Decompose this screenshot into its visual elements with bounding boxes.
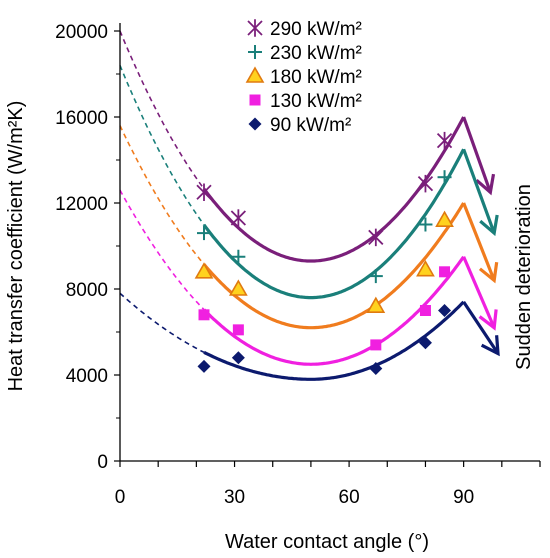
fit-curves (119, 30, 466, 381)
data-point-180-kw-m (366, 296, 386, 314)
data-point-130-kw-m (198, 309, 210, 321)
data-point-180-kw-m (435, 210, 454, 227)
data-point-230-kw-m (197, 226, 211, 241)
y-tick-label: 20000 (55, 22, 108, 43)
data-point-290-kw-m (368, 228, 384, 247)
data-point-230-kw-m (437, 170, 452, 185)
y-tick-label: 4000 (66, 366, 108, 387)
x-axis-title: Water contact angle (°) (225, 531, 429, 553)
y-axis-title: Heat transfer coefficient (W/m²K) (5, 101, 27, 392)
data-point-290-kw-m (196, 183, 212, 201)
x-tick-label: 0 (115, 487, 126, 508)
arrow-line-290-kw-m (462, 116, 492, 193)
data-point-180-kw-m (416, 260, 435, 277)
data-point-230-kw-m (368, 269, 383, 284)
y-tick-label: 8000 (66, 280, 108, 301)
data-point-90-kw-m (418, 336, 432, 350)
legend-label-130-kw-m: 130 kW/m² (270, 91, 362, 112)
arrow-line-130-kw-m (462, 256, 496, 329)
arrow-head-230-kw-m (479, 214, 499, 237)
legend-marker-90-kw-m (248, 117, 262, 131)
data-point-90-kw-m (197, 359, 211, 373)
data-point-90-kw-m (369, 362, 383, 376)
x-tick-label: 30 (224, 487, 245, 508)
x-tick-label: 90 (453, 487, 474, 508)
data-point-230-kw-m (418, 217, 433, 232)
arrow-line-230-kw-m (462, 148, 496, 234)
legend: 290 kW/m² 230 kW/m² 180 kW/m² 130 kW/m² 90 k… (245, 19, 362, 136)
data-point-290-kw-m (230, 209, 247, 227)
deterioration-arrows (462, 116, 500, 357)
data-point-130-kw-m (370, 339, 382, 351)
legend-marker-290-kw-m (247, 19, 263, 37)
legend-marker-130-kw-m (249, 94, 261, 106)
arrow-head-290-kw-m (475, 173, 496, 196)
data-point-130-kw-m (232, 324, 244, 336)
axes: 0 4000 8000 12000 16000 20000 0 30 60 90 (55, 22, 541, 508)
arrow-head-180-kw-m (478, 261, 499, 284)
fit-curve-180-kw-m (202, 202, 465, 330)
fit-extrapolation-180-kw-m (119, 125, 205, 265)
y-tick-label: 16000 (55, 108, 108, 129)
data-point-290-kw-m (417, 174, 434, 193)
arrow-head-90-kw-m (480, 335, 500, 357)
y-tick-label: 12000 (55, 194, 108, 215)
y-tick-label: 0 (97, 452, 108, 473)
legend-marker-180-kw-m (245, 66, 265, 83)
data-point-290-kw-m (436, 131, 453, 150)
fit-extrapolation-90-kw-m (119, 292, 205, 354)
data-point-180-kw-m (228, 279, 248, 296)
fit-extrapolation-230-kw-m (119, 65, 205, 226)
data-point-130-kw-m (419, 305, 431, 316)
fit-curve-290-kw-m (202, 116, 466, 263)
data-point-230-kw-m (231, 249, 246, 264)
arrow-line-90-kw-m (462, 301, 500, 355)
arrow-head-130-kw-m (478, 309, 498, 331)
legend-label-180-kw-m: 180 kW/m² (270, 67, 362, 88)
fit-extrapolation-290-kw-m (119, 30, 205, 190)
fit-extrapolation-130-kw-m (119, 189, 205, 311)
x-tick-label: 60 (339, 487, 360, 508)
legend-label-90-kw-m: 90 kW/m² (270, 115, 351, 136)
fit-curve-90-kw-m (203, 300, 465, 381)
data-markers (194, 131, 454, 376)
sudden-deterioration-annotation: Sudden deterioration (513, 184, 535, 370)
legend-label-230-kw-m: 230 kW/m² (270, 43, 362, 64)
legend-label-290-kw-m: 290 kW/m² (270, 19, 362, 40)
legend-marker-230-kw-m (248, 45, 262, 59)
data-point-130-kw-m (439, 266, 451, 278)
fit-curve-230-kw-m (202, 148, 466, 300)
data-point-90-kw-m (231, 351, 245, 365)
data-point-180-kw-m (194, 262, 214, 279)
data-point-90-kw-m (438, 304, 452, 317)
arrow-line-180-kw-m (462, 202, 496, 281)
